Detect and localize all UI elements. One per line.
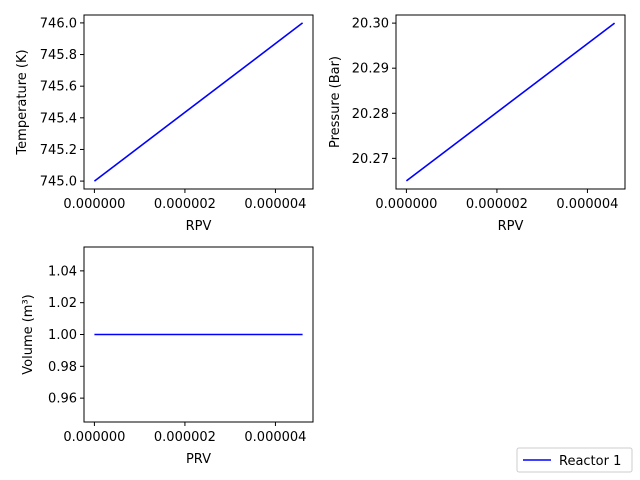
legend: Reactor 1 bbox=[516, 447, 633, 473]
y-tick-label: 746.0 bbox=[40, 16, 77, 31]
y-tick-label: 745.6 bbox=[40, 80, 77, 95]
y-tick-label: 745.2 bbox=[40, 143, 77, 158]
x-tick-label: 0.000000 bbox=[375, 197, 437, 212]
x-tick-label: 0.000000 bbox=[63, 430, 125, 445]
y-tick-label: 0.98 bbox=[48, 360, 77, 375]
y-axis-label: Temperature (K) bbox=[15, 49, 30, 155]
y-tick-label: 20.30 bbox=[352, 17, 389, 32]
y-tick-label: 20.29 bbox=[352, 62, 389, 77]
y-tick-label: 1.02 bbox=[48, 296, 77, 311]
y-tick-label: 1.00 bbox=[48, 328, 77, 343]
y-tick-label: 745.4 bbox=[40, 111, 77, 126]
y-tick-label: 0.96 bbox=[48, 392, 77, 407]
legend-box bbox=[516, 447, 633, 473]
x-tick-label: 0.000004 bbox=[556, 197, 618, 212]
y-tick-label: 745.8 bbox=[40, 48, 77, 63]
y-tick-label: 1.04 bbox=[48, 264, 77, 279]
y-tick-label: 745.0 bbox=[40, 175, 77, 190]
x-tick-label: 0.000002 bbox=[466, 197, 528, 212]
subplot-1: 0.000000 0.000002 0.000004 745.0 745.2 745.4 7… bbox=[15, 14, 314, 234]
y-axis-label: Volume (m³) bbox=[21, 294, 36, 375]
axes-frame bbox=[83, 14, 314, 190]
x-tick-label: 0.000002 bbox=[154, 430, 216, 445]
x-tick-label: 0.000002 bbox=[154, 197, 216, 212]
x-tick-label: 0.000000 bbox=[63, 197, 125, 212]
y-axis-label: Pressure (Bar) bbox=[328, 56, 343, 148]
x-axis-label: PRV bbox=[186, 452, 211, 467]
x-axis-label: RPV bbox=[186, 219, 212, 234]
x-tick-label: 0.000004 bbox=[244, 197, 306, 212]
legend-label-reactor-1: Reactor 1 bbox=[559, 454, 621, 469]
y-tick-label: 20.27 bbox=[352, 152, 389, 167]
series-line-reactor-1 bbox=[405, 22, 616, 182]
plots: 0.000000 0.000002 0.000004 745.0 745.2 745.4 7… bbox=[15, 14, 626, 467]
axes-frame bbox=[395, 14, 626, 190]
x-tick-label: 0.000004 bbox=[244, 430, 306, 445]
x-axis-label: RPV bbox=[498, 219, 524, 234]
subplot-2: 0.000000 0.000002 0.000004 20.27 20.28 20.29 2… bbox=[328, 14, 626, 234]
subplot-3: 0.000000 0.000002 0.000004 0.96 0.98 1.00 1.02… bbox=[21, 246, 314, 467]
series-line-reactor-1 bbox=[93, 22, 304, 182]
y-tick-label: 20.28 bbox=[352, 107, 389, 122]
